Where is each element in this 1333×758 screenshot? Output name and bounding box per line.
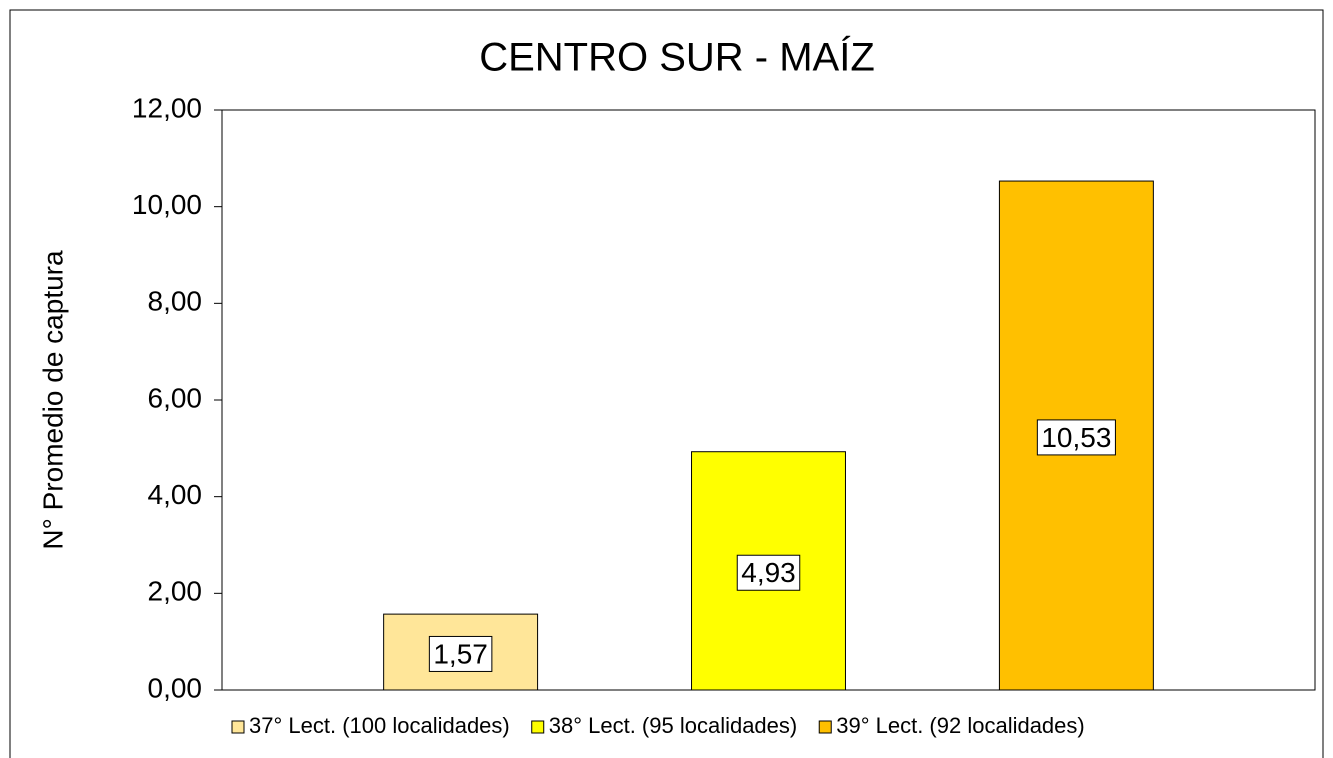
y-tick-label: 10,00	[132, 189, 202, 220]
data-label: 4,93	[741, 557, 796, 588]
data-label-box	[736, 554, 801, 591]
y-axis-label: N° Promedio de captura	[37, 250, 68, 550]
y-tick-label: 4,00	[148, 479, 203, 510]
legend-label: 38° Lect. (95 localidades)	[549, 713, 798, 738]
legend-label: 37° Lect. (100 localidades)	[249, 713, 510, 738]
chart-title: CENTRO SUR - MAÍZ	[479, 35, 875, 80]
data-label: 10,53	[1041, 422, 1111, 453]
legend-label: 39° Lect. (92 localidades)	[836, 713, 1085, 738]
legend-swatch	[531, 720, 545, 734]
legend-swatch	[231, 720, 245, 734]
y-tick-label: 6,00	[148, 382, 203, 413]
legend-swatch	[818, 720, 832, 734]
y-tick-label: 0,00	[148, 672, 203, 703]
y-tick-label: 12,00	[132, 92, 202, 123]
data-label-box	[428, 635, 493, 672]
y-tick-label: 2,00	[148, 576, 203, 607]
data-label-box	[1036, 419, 1116, 456]
y-tick-label: 8,00	[148, 286, 203, 317]
data-label: 1,57	[433, 638, 488, 669]
